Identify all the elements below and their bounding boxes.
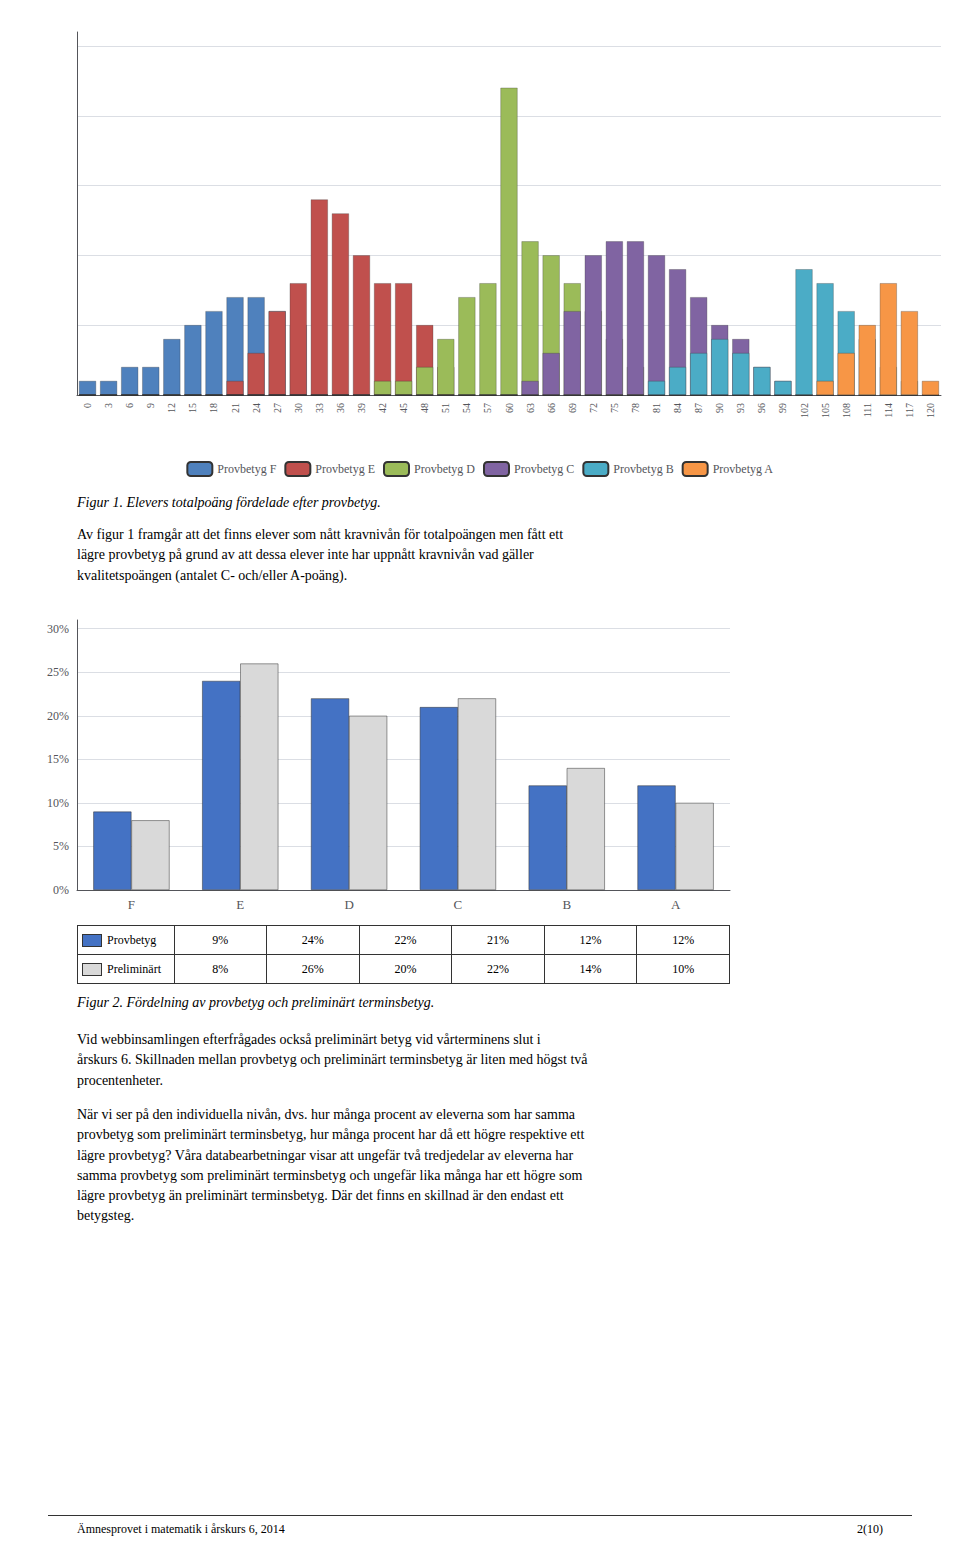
svg-text:96: 96 (756, 403, 767, 413)
html-text:22%: 22% (487, 961, 509, 976)
svg-text:42: 42 (377, 403, 388, 413)
svg-text:3: 3 (103, 403, 114, 408)
html-text:Provbetyg: Provbetyg (107, 932, 157, 947)
svg-text:B: B (562, 897, 571, 912)
svg-text:25%: 25% (47, 665, 69, 679)
svg-text:39: 39 (356, 403, 367, 413)
svg-text:6: 6 (124, 403, 135, 408)
svg-text:20%: 20% (47, 709, 69, 723)
html-text:8%: 8% (212, 961, 229, 976)
svg-text:0%: 0% (53, 883, 69, 897)
svg-text:105: 105 (820, 403, 831, 418)
html-text:Vid webbinsamlingen efterfråga: Vid webbinsamlingen efterfrågades också … (77, 1032, 588, 1088)
html-text:26%: 26% (301, 961, 324, 976)
html-text:12%: 12% (579, 932, 602, 947)
svg-text:30: 30 (293, 403, 304, 413)
svg-text:75: 75 (609, 403, 620, 413)
svg-text:Provbetyg C: Provbetyg C (514, 462, 574, 476)
svg-text:24: 24 (251, 403, 262, 413)
svg-text:27: 27 (272, 403, 283, 413)
svg-text:12: 12 (166, 403, 177, 413)
svg-text:9: 9 (145, 403, 156, 408)
svg-text:15%: 15% (47, 752, 69, 766)
svg-text:69: 69 (567, 403, 578, 413)
html-text:10%: 10% (672, 961, 695, 976)
svg-text:90: 90 (714, 403, 725, 413)
svg-text:111: 111 (862, 403, 873, 417)
svg-text:A: A (671, 897, 681, 912)
svg-text:102: 102 (799, 403, 810, 418)
html-text:24%: 24% (301, 932, 324, 947)
html-text:Av figur 1 framgår att det fin: Av figur 1 framgår att det finns elever … (77, 527, 564, 583)
html-text:Figur 1. Elevers totalpoäng fö: Figur 1. Elevers totalpoäng fördelade ef… (77, 495, 381, 510)
svg-text:Provbetyg D: Provbetyg D (414, 462, 475, 476)
svg-text:30%: 30% (47, 622, 69, 636)
html-text:När vi ser på den individuella: När vi ser på den individuella nivån, dv… (77, 1107, 585, 1224)
svg-text:Provbetyg F: Provbetyg F (217, 462, 276, 476)
svg-text:99: 99 (777, 403, 788, 413)
html-text:2(10): 2(10) (857, 1522, 883, 1536)
svg-text:114: 114 (883, 403, 894, 418)
svg-text:60: 60 (504, 403, 515, 413)
svg-text:120: 120 (925, 403, 936, 418)
svg-text:36: 36 (335, 403, 346, 413)
svg-text:84: 84 (672, 403, 683, 413)
svg-text:54: 54 (461, 403, 472, 413)
html-text:Ämnesprovet i matematik i årsk: Ämnesprovet i matematik i årskurs 6, 201… (77, 1522, 285, 1536)
svg-text:10%: 10% (47, 796, 69, 810)
svg-text:33: 33 (314, 403, 325, 413)
html-text:Preliminärt: Preliminärt (107, 961, 161, 976)
svg-text:Provbetyg E: Provbetyg E (315, 462, 375, 476)
svg-text:57: 57 (482, 403, 493, 413)
svg-text:81: 81 (651, 403, 662, 413)
html-text:21%: 21% (487, 932, 509, 947)
svg-text:F: F (128, 897, 135, 912)
svg-text:Provbetyg B: Provbetyg B (613, 462, 673, 476)
svg-text:87: 87 (693, 403, 704, 413)
svg-text:78: 78 (630, 403, 641, 413)
svg-text:117: 117 (904, 403, 915, 418)
html-text:9%: 9% (212, 932, 229, 947)
svg-text:48: 48 (419, 403, 430, 413)
svg-text:45: 45 (398, 403, 409, 413)
svg-text:0: 0 (82, 403, 93, 408)
html-text:12%: 12% (672, 932, 695, 947)
svg-text:18: 18 (208, 403, 219, 413)
svg-text:63: 63 (525, 403, 536, 413)
svg-text:51: 51 (440, 403, 451, 413)
svg-text:C: C (454, 897, 463, 912)
html-text:Figur 2. Fördelning av provbet: Figur 2. Fördelning av provbetyg och pre… (77, 995, 435, 1010)
svg-text:E: E (236, 897, 244, 912)
svg-text:15: 15 (187, 403, 198, 413)
svg-text:66: 66 (546, 403, 557, 413)
html-text:22%: 22% (394, 932, 417, 947)
svg-text:D: D (344, 897, 353, 912)
svg-text:Provbetyg A: Provbetyg A (713, 462, 774, 476)
html-text:14%: 14% (579, 961, 602, 976)
svg-text:108: 108 (841, 403, 852, 418)
svg-text:21: 21 (230, 403, 241, 413)
svg-text:5%: 5% (53, 839, 69, 853)
svg-text:72: 72 (588, 403, 599, 413)
html-text:20%: 20% (394, 961, 417, 976)
svg-text:93: 93 (735, 403, 746, 413)
